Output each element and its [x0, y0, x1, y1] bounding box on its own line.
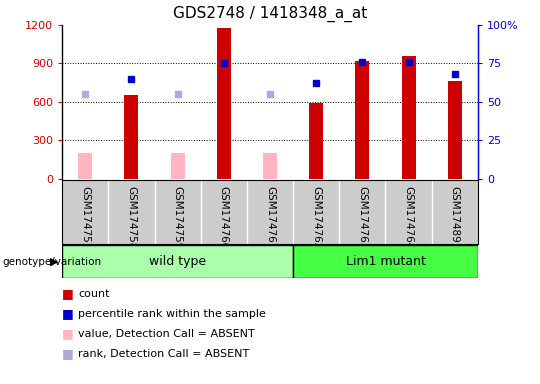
Text: percentile rank within the sample: percentile rank within the sample: [78, 309, 266, 319]
Text: genotype/variation: genotype/variation: [3, 257, 102, 266]
Text: ■: ■: [62, 307, 74, 320]
Text: count: count: [78, 289, 110, 299]
Bar: [263, 153, 277, 179]
Bar: [355, 61, 369, 179]
Text: GSM174759: GSM174759: [173, 185, 183, 249]
Bar: [124, 95, 138, 179]
Bar: [62, 245, 293, 278]
Text: ■: ■: [62, 327, 74, 340]
Bar: [402, 56, 415, 179]
Bar: [217, 28, 231, 179]
Text: GSM174758: GSM174758: [126, 185, 137, 249]
Text: GSM174761: GSM174761: [265, 185, 275, 249]
Bar: [448, 81, 462, 179]
Text: value, Detection Call = ABSENT: value, Detection Call = ABSENT: [78, 329, 255, 339]
Text: GSM174757: GSM174757: [80, 185, 90, 249]
Text: GSM174760: GSM174760: [219, 185, 229, 249]
Text: ■: ■: [62, 287, 74, 300]
Bar: [293, 245, 478, 278]
Title: GDS2748 / 1418348_a_at: GDS2748 / 1418348_a_at: [173, 6, 367, 22]
Bar: [171, 153, 185, 179]
Text: GSM174763: GSM174763: [357, 185, 367, 249]
Text: ▶: ▶: [50, 257, 58, 266]
Text: Lim1 mutant: Lim1 mutant: [346, 255, 426, 268]
Text: wild type: wild type: [149, 255, 206, 268]
Bar: [78, 153, 92, 179]
Text: GSM174762: GSM174762: [311, 185, 321, 249]
Text: rank, Detection Call = ABSENT: rank, Detection Call = ABSENT: [78, 349, 249, 359]
Text: ■: ■: [62, 347, 74, 360]
Text: GSM174764: GSM174764: [403, 185, 414, 249]
Text: GSM174891: GSM174891: [450, 185, 460, 249]
Bar: [309, 103, 323, 179]
